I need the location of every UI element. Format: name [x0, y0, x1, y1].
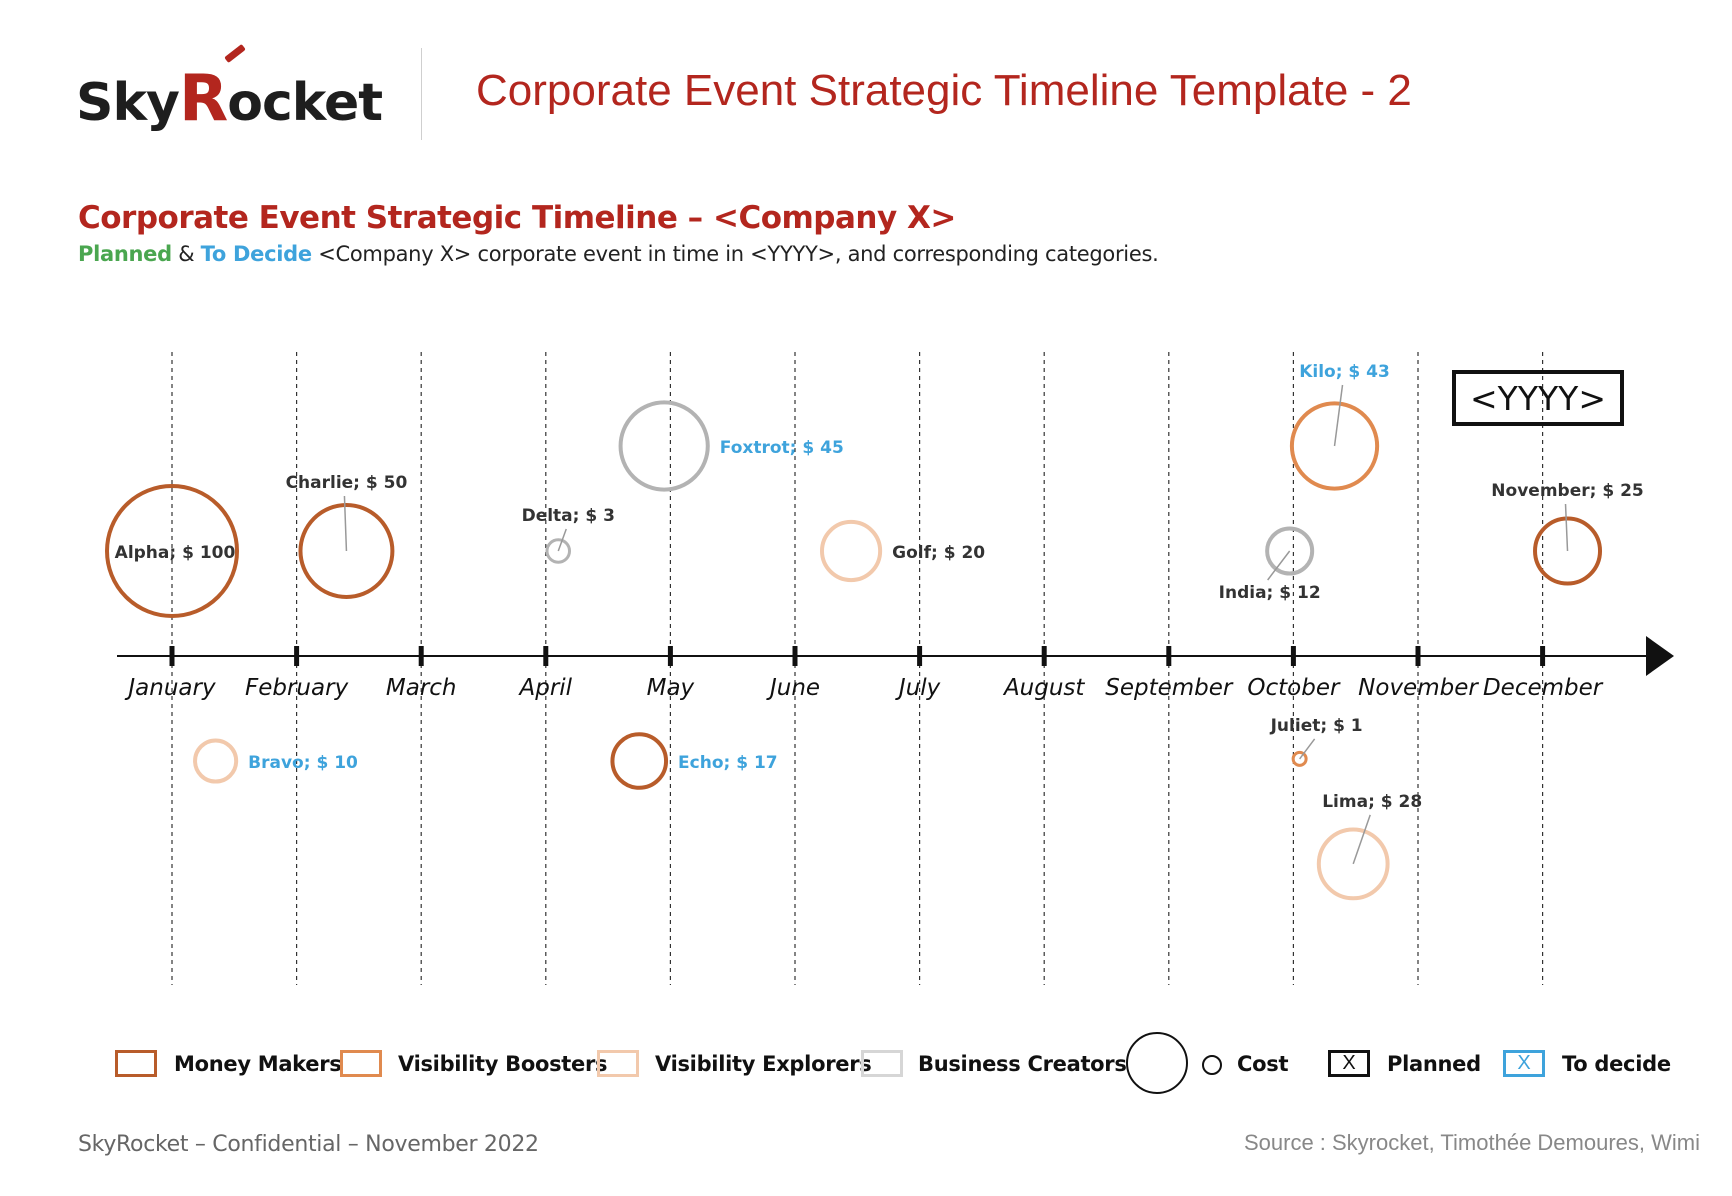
legend-swatch-visibility-boosters [340, 1050, 382, 1077]
section-subtitle: Planned & To Decide <Company X> corporat… [78, 242, 1159, 266]
skyrocket-logo: SkyRocket [76, 43, 383, 148]
logo-wordmark: SkyRocket [76, 62, 383, 136]
bubble-november [1533, 516, 1603, 586]
footer-confidential: SkyRocket – Confidential – November 2022 [78, 1132, 539, 1157]
month-label-september: September [1105, 675, 1234, 701]
label-golf: Golf; $ 20 [892, 543, 985, 563]
header-divider [421, 48, 422, 140]
legend-label-todecide: To decide [1562, 1052, 1671, 1076]
leader-november [1564, 503, 1569, 552]
leader-charlie [343, 495, 348, 552]
logo-text-a: Sky [76, 73, 180, 133]
subtitle-todecide: To Decide [200, 242, 312, 266]
legend-swatch-money-makers [115, 1050, 157, 1077]
legend-label-visibility-boosters: Visibility Boosters [398, 1052, 608, 1076]
leader-delta [557, 528, 567, 552]
month-label-june: June [766, 675, 820, 701]
logo-text-c: ocket [227, 73, 383, 133]
label-charlie: Charlie; $ 50 [286, 473, 408, 493]
bubble-golf [820, 519, 883, 583]
label-india: India; $ 12 [1219, 583, 1321, 603]
subtitle-amp: & [171, 242, 201, 266]
legend: Money Makers Visibility Boosters Visibil… [0, 1030, 1732, 1100]
subtitle-rest: <Company X> corporate event in time in <… [311, 242, 1159, 266]
bubble-india [1265, 526, 1315, 576]
bubble-kilo [1289, 401, 1380, 491]
leader-juliet [1299, 738, 1316, 760]
legend-label-money-makers: Money Makers [174, 1052, 342, 1076]
label-juliet: Juliet; $ 1 [1270, 716, 1363, 736]
legend-cost-large-circle [1126, 1032, 1188, 1094]
bubble-delta [545, 538, 572, 564]
month-label-april: April [518, 675, 573, 701]
year-box: <YYYY> [1452, 370, 1624, 426]
label-kilo: Kilo; $ 43 [1299, 362, 1390, 382]
bubble-foxtrot [618, 400, 710, 492]
month-label-february: February [245, 675, 349, 701]
bubble-bravo [193, 738, 239, 784]
month-label-january: January [124, 675, 216, 701]
timeline-chart: January February March April May June July Augu… [105, 352, 1674, 985]
legend-cost-small-circle [1202, 1055, 1222, 1075]
logo-text-b: R [178, 62, 228, 136]
bubble-juliet [1291, 750, 1308, 767]
timeline-axis-arrow [1646, 636, 1674, 676]
leader-kilo [1333, 384, 1344, 447]
month-label-july: July [895, 675, 941, 701]
legend-swatch-todecide: X [1503, 1050, 1545, 1077]
month-label-december: December [1483, 675, 1604, 701]
legend-label-planned: Planned [1387, 1052, 1481, 1076]
section-title: Corporate Event Strategic Timeline – <Co… [78, 200, 956, 236]
legend-swatch-business-creators [861, 1050, 903, 1077]
label-echo: Echo; $ 17 [678, 753, 778, 773]
legend-swatch-planned: X [1328, 1050, 1370, 1077]
bubble-alpha [105, 484, 239, 618]
bubble-echo [610, 732, 669, 790]
month-label-may: May [647, 675, 695, 701]
month-label-march: March [386, 675, 457, 701]
month-label-october: October [1247, 675, 1341, 701]
bubble-lima [1316, 827, 1390, 901]
label-bravo: Bravo; $ 10 [248, 753, 358, 773]
legend-label-cost: Cost [1237, 1052, 1289, 1076]
legend-label-visibility-explorers: Visibility Explorers [655, 1052, 872, 1076]
label-alpha: Alpha; $ 100 [115, 543, 236, 563]
label-foxtrot: Foxtrot; $ 45 [720, 438, 844, 458]
label-november: November; $ 25 [1491, 481, 1643, 501]
label-lima: Lima; $ 28 [1322, 792, 1422, 812]
footer-source: Source : Skyrocket, Timothée Demoures, W… [1243, 1130, 1700, 1155]
page-title: Corporate Event Strategic Timeline Templ… [476, 66, 1412, 115]
legend-label-business-creators: Business Creators [918, 1052, 1127, 1076]
legend-swatch-visibility-explorers [597, 1050, 639, 1077]
leader-lima [1352, 814, 1371, 865]
month-label-august: August [1002, 675, 1085, 701]
bubble-charlie [298, 503, 395, 599]
month-label-november: November [1358, 675, 1479, 701]
leader-india [1267, 550, 1291, 581]
subtitle-planned: Planned [78, 242, 172, 266]
label-delta: Delta; $ 3 [522, 506, 615, 526]
